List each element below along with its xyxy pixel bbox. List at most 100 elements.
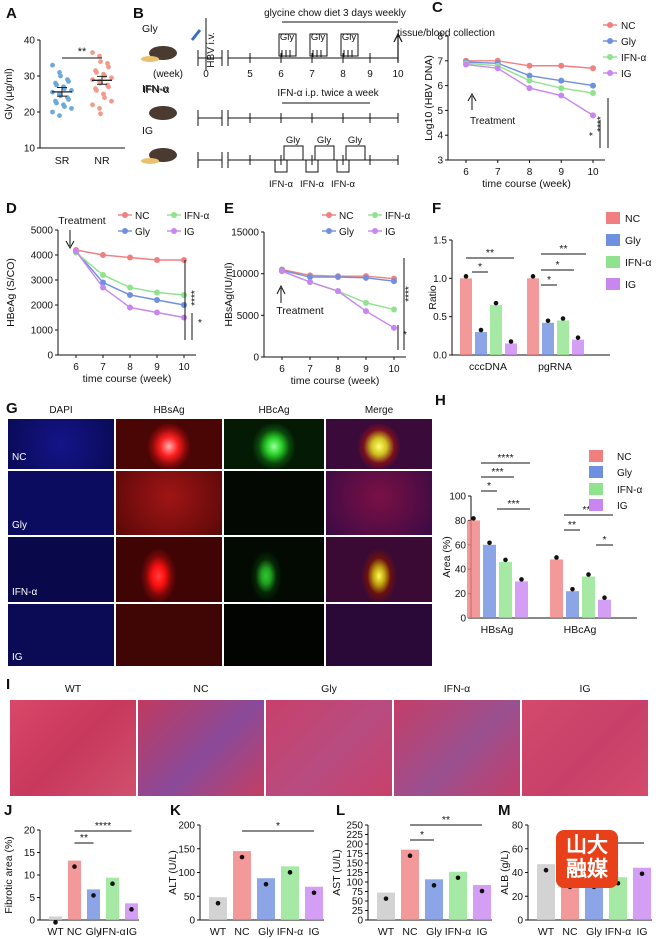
b-syringe-icon [190, 29, 202, 41]
d-point-IFN-α-3 [154, 289, 160, 296]
f-xlabel-1: pgRNA [538, 361, 572, 373]
d-point-Gly-2 [127, 292, 133, 298]
b-food-0 [141, 56, 159, 62]
a-y-ticklabel-3: 40 [24, 36, 36, 47]
j-y-ticklabel-3: 15 [24, 848, 36, 859]
b-ig-ifn-box-2 [336, 159, 350, 173]
l-bar-WT [377, 892, 395, 920]
b-row-label-1: IFN-α [142, 83, 168, 95]
k-sig-0: * [276, 820, 280, 832]
j-bar-WT [49, 916, 62, 920]
d-point-IG-2 [127, 304, 133, 311]
h-dot-HBsAg-IG [519, 577, 524, 582]
micro-ifn-hbcag [224, 537, 324, 602]
c-legend-marker-2 [607, 54, 613, 60]
h-sig-1: *** [491, 466, 503, 478]
l-xlabel-2: Gly [426, 926, 443, 938]
b-hbv-label: HBV i.v. [206, 32, 217, 67]
d-point-NC-3 [154, 257, 160, 263]
b-gly-tag-2: Gly [342, 32, 357, 43]
micro-row-nc: NC [12, 452, 27, 463]
panel-letter-h: H [435, 392, 446, 409]
m-y-ticklabel-2: 40 [512, 868, 524, 879]
l-y-ticklabel-7: 175 [346, 849, 363, 860]
b-ig-gly-tag-2: Gly [348, 135, 363, 146]
b-row-label-2: IG [142, 125, 153, 137]
f-legend-2: IFN-α [625, 257, 651, 269]
c-x-ticklabel-1: 7 [495, 167, 501, 178]
f-dot-pgRNA-IG [575, 335, 581, 340]
d-point-IFN-α-1 [100, 272, 106, 278]
c-treatment-arrow [467, 92, 477, 110]
f-bar-cccDNA-IFN-α [490, 305, 502, 355]
e-legend-marker-0 [326, 212, 332, 218]
h-sig-2: **** [497, 452, 513, 464]
d-point-IFN-α-4 [181, 292, 187, 298]
e-point-Gly-1 [307, 274, 313, 280]
c-y-ticklabel-4: 7 [437, 56, 443, 67]
h-bar-HBsAg-NC [467, 520, 480, 618]
f-sig-3: * [555, 259, 559, 271]
a-point-SR-21 [57, 113, 62, 118]
c-legend-marker-1 [607, 38, 613, 44]
micro-col-merge: Merge [364, 405, 394, 416]
l-xlabel-0: WT [378, 926, 395, 938]
f-bar-pgRNA-IG [572, 339, 584, 355]
j-ylabel: Fibrotic area (%) [3, 836, 15, 914]
panel-letter-l: L [336, 802, 345, 819]
c-x-ticklabel-4: 10 [587, 167, 599, 178]
micro-nc-merge [326, 419, 432, 469]
e-treatment-label: Treatment [276, 305, 324, 317]
he-col-nc: NC [193, 683, 209, 695]
m-xlabel-2: Gly [586, 926, 603, 938]
m-xlabel-1: NC [562, 926, 578, 938]
j-bar-IG [125, 903, 138, 920]
d-point-IG-3 [154, 309, 160, 316]
f-legend-1: Gly [625, 235, 642, 247]
h-legend-swatch-1 [589, 466, 603, 478]
e-point-IG-2 [335, 288, 341, 295]
panel-letter-k: K [170, 802, 181, 819]
c-point-IG-3 [558, 92, 565, 99]
j-y-ticklabel-1: 5 [29, 893, 35, 904]
c-point-IG-1 [494, 65, 501, 72]
micro-col-hbsag: HBsAg [153, 405, 185, 416]
e-legend-2: IFN-α [385, 211, 410, 222]
d-x-ticklabel-0: 6 [73, 362, 79, 373]
d-sig-1: **** [190, 290, 201, 306]
d-ylabel: HBeAg (S/CO) [5, 258, 17, 327]
he-image-gly [266, 700, 392, 796]
h-sig-4: ** [568, 519, 576, 531]
b-ig-ifn-tag-2: IFN-α [331, 179, 355, 190]
b-week-7: 7 [309, 69, 315, 80]
c-x-ticklabel-2: 8 [527, 167, 533, 178]
d-treatment-arrow [65, 230, 75, 250]
k-xlabel-3: IFN-α [277, 926, 303, 938]
l-y-ticklabel-6: 150 [346, 859, 363, 870]
l-xlabel-4: IG [476, 926, 487, 938]
e-point-IFN-α-3 [363, 299, 369, 306]
l-y-ticklabel-10: 250 [346, 821, 363, 832]
a-point-NR-10 [90, 77, 95, 82]
e-y-ticklabel-3: 15000 [231, 228, 259, 239]
a-xlabel-1: NR [94, 155, 110, 167]
f-legend-swatch-0 [606, 212, 620, 224]
l-y-ticklabel-3: 75 [352, 887, 364, 898]
d-legend-0: NC [135, 211, 149, 222]
b-gly-tag-0: Gly [280, 32, 295, 43]
c-sig-0: * [588, 132, 599, 136]
panel-letter-c: C [432, 0, 443, 16]
h-legend-2: IFN-α [617, 485, 642, 496]
d-y-ticklabel-3: 3000 [31, 276, 54, 287]
watermark-line1: 山大 [566, 834, 608, 857]
a-point-SR-14 [66, 97, 71, 102]
d-point-Gly-1 [100, 279, 106, 286]
d-point-Gly-3 [154, 297, 160, 303]
h-y-ticklabel-3: 60 [455, 540, 467, 551]
l-bar-IFN-α [449, 871, 467, 920]
j-dot-NC [72, 864, 77, 869]
f-bar-pgRNA-IFN-α [557, 320, 569, 355]
a-point-NR-1 [97, 53, 102, 59]
j-bar-NC [68, 860, 81, 920]
f-xlabel-0: cccDNA [469, 361, 507, 373]
